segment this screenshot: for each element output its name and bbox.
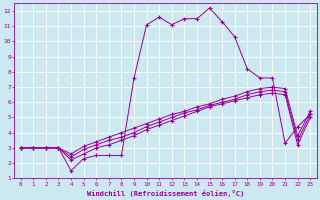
X-axis label: Windchill (Refroidissement éolien,°C): Windchill (Refroidissement éolien,°C) — [87, 190, 244, 197]
